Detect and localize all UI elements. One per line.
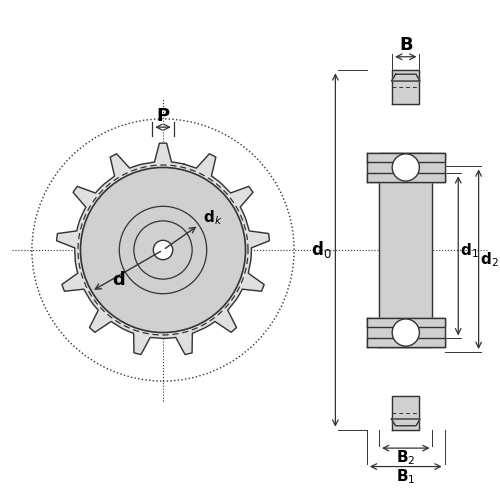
Circle shape [154,240,172,260]
Polygon shape [56,143,270,354]
Text: B$_1$: B$_1$ [396,467,415,485]
Polygon shape [392,70,419,104]
Text: d$_2$: d$_2$ [480,250,498,268]
Circle shape [392,319,419,346]
Polygon shape [367,338,444,347]
Polygon shape [367,318,444,347]
Circle shape [392,154,419,181]
Text: d$_0$: d$_0$ [312,240,332,260]
Circle shape [80,168,245,332]
Text: B$_2$: B$_2$ [396,448,415,467]
Polygon shape [379,153,432,347]
Text: d$_k$: d$_k$ [202,208,222,228]
Polygon shape [367,174,444,182]
Polygon shape [392,396,419,430]
Polygon shape [392,419,420,426]
Text: B: B [399,36,412,54]
Polygon shape [367,318,444,326]
Text: P: P [156,106,170,124]
Text: d: d [112,271,125,289]
Text: d$_1$: d$_1$ [460,242,478,260]
Polygon shape [367,153,444,162]
Polygon shape [392,74,420,81]
Polygon shape [367,153,444,182]
